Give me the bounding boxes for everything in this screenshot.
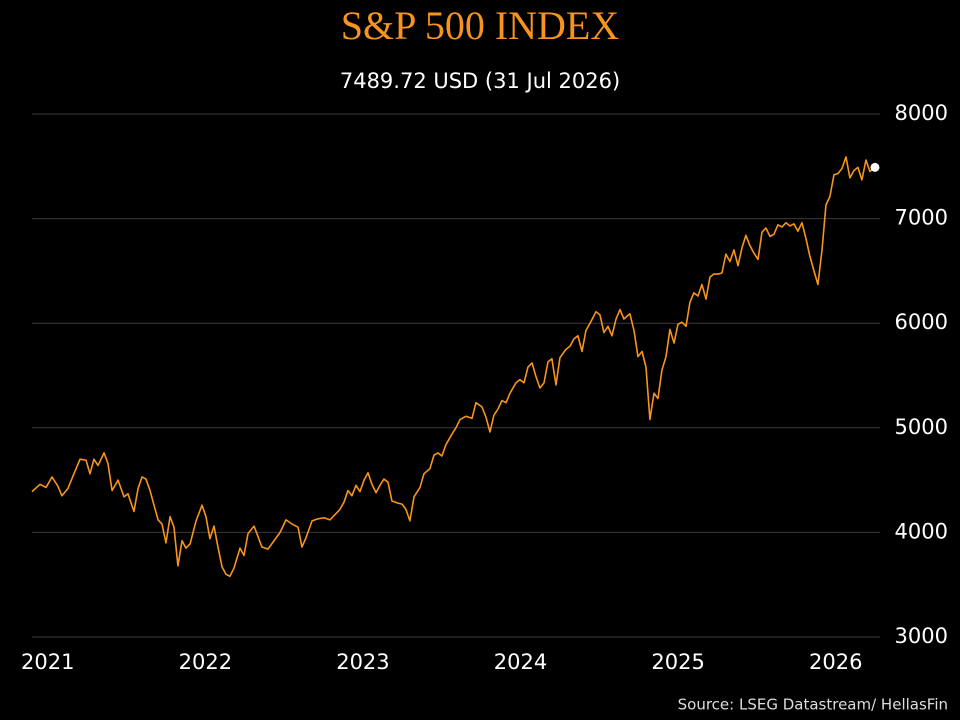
- x-tick-label: 2026: [809, 650, 862, 674]
- source-note: Source: LSEG Datastream/ HellasFin: [678, 696, 948, 714]
- y-tick-label: 5000: [895, 415, 948, 439]
- y-tick-label: 6000: [895, 310, 948, 334]
- chart-subtitle: 7489.72 USD (31 Jul 2026): [340, 69, 620, 93]
- y-tick-label: 7000: [895, 206, 948, 230]
- x-tick-label: 2022: [179, 650, 232, 674]
- x-tick-label: 2025: [651, 650, 704, 674]
- last-point: [870, 162, 880, 172]
- x-tick-label: 2024: [494, 650, 547, 674]
- y-tick-label: 4000: [895, 519, 948, 543]
- price-line: [31, 156, 876, 578]
- y-tick-label: 3000: [895, 624, 948, 648]
- x-tick-label: 2021: [21, 650, 74, 674]
- x-tick-label: 2023: [336, 650, 389, 674]
- y-tick-label: 8000: [895, 101, 948, 125]
- chart-title: S&P 500 INDEX: [341, 3, 620, 48]
